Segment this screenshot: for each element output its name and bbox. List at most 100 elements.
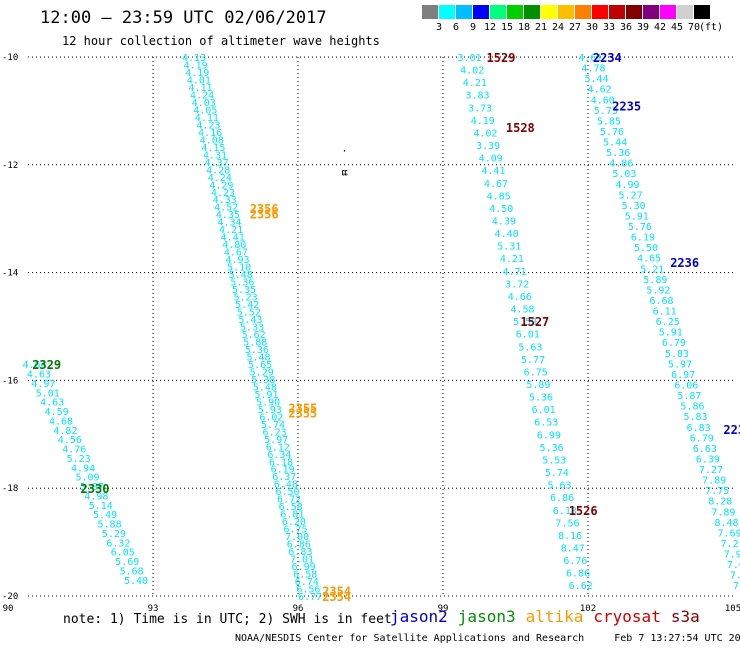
wave-height-value: 6.97 xyxy=(671,370,695,381)
wave-height-value: 5.97 xyxy=(264,435,288,446)
wave-height-value: 6.25 xyxy=(656,317,680,328)
wave-height-value: 5.83 xyxy=(684,412,708,423)
wave-height-value: 6.76 xyxy=(563,556,587,567)
color-scale-label: 12 xyxy=(483,22,497,33)
wave-height-value: 4.33 xyxy=(213,195,237,206)
wave-height-value: 6.37 xyxy=(272,472,296,483)
wave-height-value: 6.63 xyxy=(693,444,717,455)
wave-height-value: 6.75 xyxy=(284,525,308,536)
wave-height-value: 4.66 xyxy=(508,292,532,303)
color-swatch xyxy=(456,5,473,19)
timestamp-text: Feb 7 13:27:54 UTC 2017 xyxy=(614,633,740,644)
wave-height-value: 7.97 xyxy=(724,550,740,561)
mission-legend-item: cryosat xyxy=(593,607,661,626)
y-tick-label: -20 xyxy=(2,592,18,602)
mission-legend-item: altika xyxy=(525,607,584,626)
wave-height-value: 5.38 xyxy=(251,375,275,386)
wave-height-value: 5.14 xyxy=(89,501,113,512)
wave-height-value: 5.42 xyxy=(235,300,259,311)
wave-height-value: 4.82 xyxy=(53,426,77,437)
color-scale-label: 27 xyxy=(568,22,582,33)
wave-height-value: 4.93 xyxy=(226,255,250,266)
color-scale-labels: 3 6 9 12 15 18 21 24 27 30 33 36 39 42 45 70 (ft) xyxy=(422,22,740,34)
wave-height-value: 5.68 xyxy=(120,566,144,577)
wave-height-value: 5.76 xyxy=(600,127,624,138)
map-grid xyxy=(28,56,733,597)
wave-height-value: 4.86 xyxy=(609,159,633,170)
wave-height-value: 4.39 xyxy=(492,216,516,227)
wave-height-value: 4.67 xyxy=(484,179,508,190)
wave-height-value: 6.81 xyxy=(280,510,304,521)
wave-height-value: 5.88 xyxy=(98,520,122,531)
footnote: note: 1) Time is in UTC; 2) SWH is in fe… xyxy=(63,612,392,627)
wave-height-value: 5.01 xyxy=(36,388,60,399)
color-scale-bar xyxy=(422,5,711,19)
wave-height-value: 5.63 xyxy=(547,481,571,492)
wave-height-value: 6.11 xyxy=(653,307,677,318)
pass-number-label: 2235 xyxy=(612,100,641,114)
color-scale-label: 9 xyxy=(469,22,477,33)
wave-height-value: 6.48 xyxy=(274,480,298,491)
color-swatch xyxy=(575,5,592,19)
wave-height-value: 5.50 xyxy=(634,243,658,254)
wave-height-value: 5.53 xyxy=(542,455,566,466)
mission-legend-item: s3a xyxy=(670,607,700,626)
wave-height-value: 4.01 xyxy=(187,75,211,86)
wave-height-value: 5.89 xyxy=(526,380,550,391)
satellite-tracks: 4.134.194.194.014.114.244.034.054.114.23… xyxy=(23,53,740,603)
wave-height-value: 3.01 xyxy=(458,53,482,64)
wave-height-value: 5.59 xyxy=(513,317,537,328)
wave-height-value: 4.62 xyxy=(588,85,612,96)
x-tick-label: 105 xyxy=(725,604,740,614)
wave-height-value: 6.86 xyxy=(287,540,311,551)
wave-height-value: 5.62 xyxy=(242,330,266,341)
island-markers: ·ແ xyxy=(342,146,349,179)
wave-height-value: 7.69 xyxy=(718,528,740,539)
wave-height-value: 4.19 xyxy=(185,68,209,79)
x-tick-label: 90 xyxy=(3,604,14,614)
wave-height-value: 4.56 xyxy=(58,435,82,446)
wave-height-value: 5.44 xyxy=(585,74,609,85)
wave-height-value: 6.62 xyxy=(569,581,593,592)
axis-ticks: 90 93 96 99 102 105 -10 -12 -14 -16 -18 -20 xyxy=(2,53,740,614)
wave-height-value: 6.19 xyxy=(271,465,295,476)
wave-height-value: 6.58 xyxy=(293,570,317,581)
wave-height-value: 4.98 xyxy=(84,491,108,502)
wave-height-value: 4.28 xyxy=(206,165,230,176)
wave-height-value: 5.48 xyxy=(246,352,270,363)
color-swatch xyxy=(422,5,439,19)
wave-height-value: 5.21 xyxy=(640,264,664,275)
wave-height-value: 6.99 xyxy=(537,430,561,441)
wave-height-value: 4.80 xyxy=(222,240,246,251)
wave-height-value: 4.68 xyxy=(49,416,73,427)
wave-height-value: 4.34 xyxy=(217,218,241,229)
wave-height-value: 4.21 xyxy=(500,254,524,265)
color-swatch xyxy=(490,5,507,19)
wave-height-value: 7.89 xyxy=(711,507,735,518)
wave-height-value: 5.49 xyxy=(93,510,117,521)
wave-height-value: 5.48 xyxy=(229,270,253,281)
color-swatch xyxy=(558,5,575,19)
wave-height-value: 4.21 xyxy=(463,78,487,89)
pass-number-label: 1529 xyxy=(487,51,516,65)
wave-height-value: 6.19 xyxy=(631,233,655,244)
wave-height-value: 5.27 xyxy=(619,190,643,201)
y-tick-label: -16 xyxy=(2,376,18,386)
wave-height-value: 5.29 xyxy=(102,529,126,540)
wave-height-value: 4.19 xyxy=(184,60,208,71)
color-swatch xyxy=(439,5,456,19)
wave-height-value: 3.72 xyxy=(505,279,529,290)
wave-height-value: 4.99 xyxy=(615,180,639,191)
wave-height-value: 4.64 xyxy=(23,360,47,371)
color-swatch xyxy=(524,5,541,19)
color-swatch xyxy=(643,5,660,19)
pass-number-label: 1528 xyxy=(506,121,535,135)
wave-height-value: 5.87 xyxy=(80,482,104,493)
color-swatch xyxy=(541,5,558,19)
color-scale-label: 15 xyxy=(500,22,514,33)
wave-height-value: 5.91 xyxy=(659,328,683,339)
wave-height-value: 4.16 xyxy=(198,128,222,139)
wave-height-value: 4.11 xyxy=(188,83,212,94)
color-scale-label: 36 xyxy=(619,22,633,33)
